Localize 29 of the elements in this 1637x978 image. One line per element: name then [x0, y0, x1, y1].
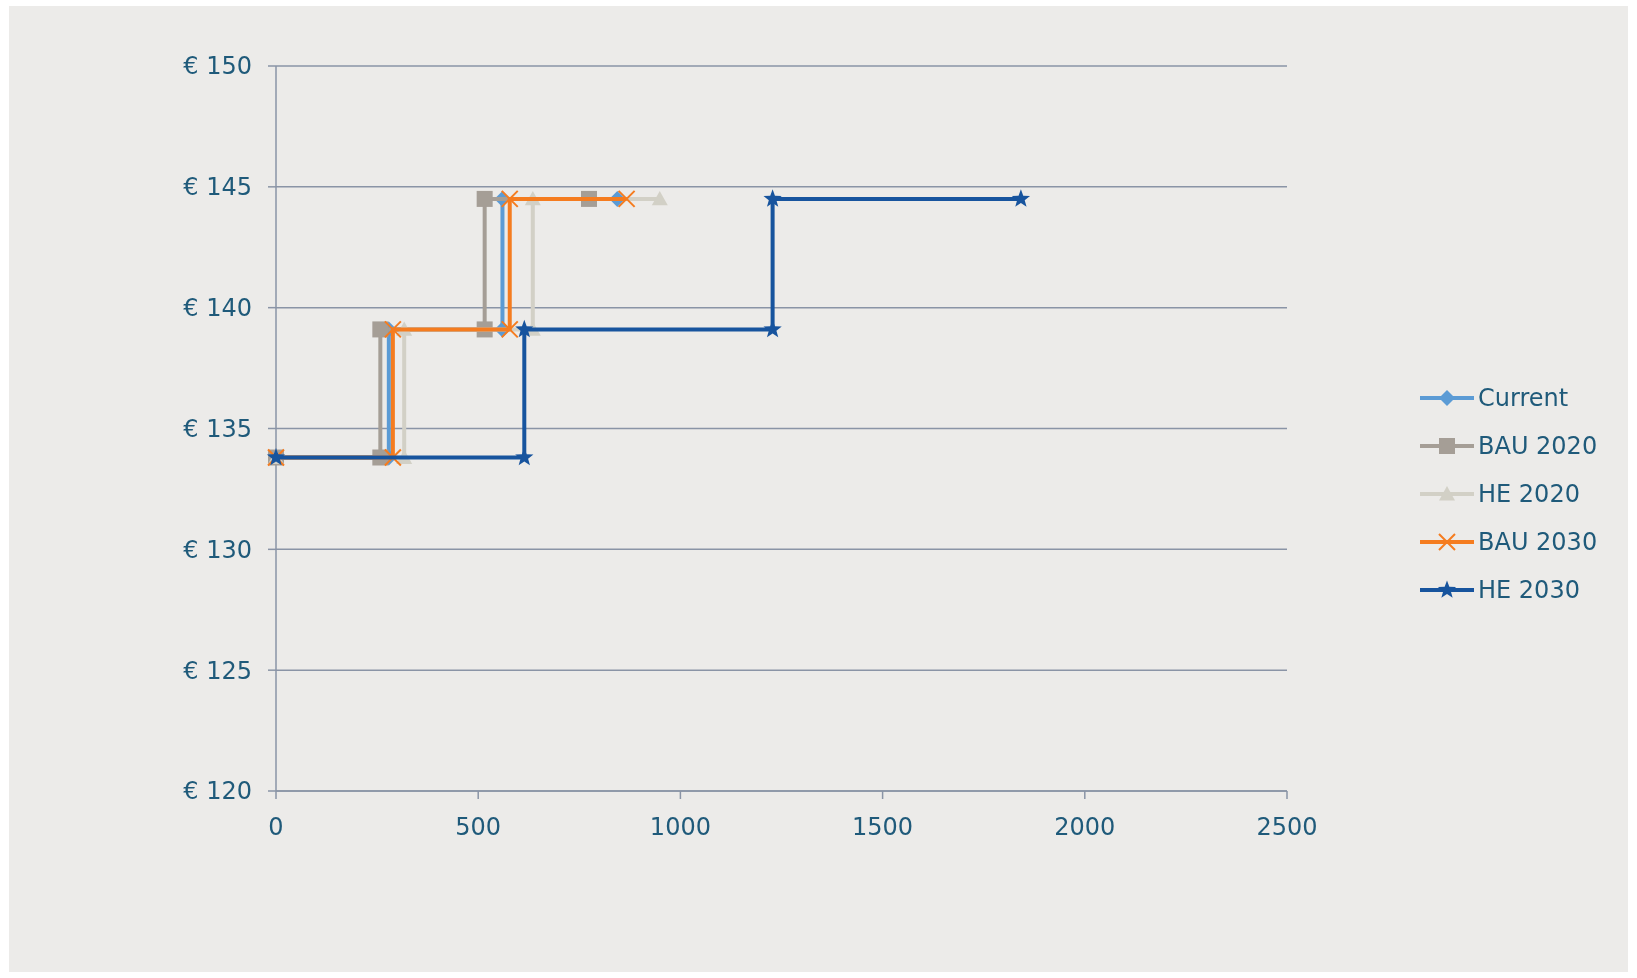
y-tick-label: € 140 — [183, 294, 252, 323]
point — [651, 190, 668, 206]
x-tick-label: 500 — [455, 813, 502, 841]
y-tick-label: € 150 — [183, 52, 252, 81]
x-tick-label: 2500 — [1256, 813, 1318, 841]
y-tick-label: € 120 — [183, 777, 252, 806]
y-tick-label: € 130 — [183, 535, 252, 564]
point — [500, 189, 519, 208]
x-tick-label: 1000 — [649, 813, 711, 841]
y-tick-label: € 145 — [183, 173, 252, 202]
legend-label: BAU 2020 — [1478, 432, 1598, 461]
y-tick-label: € 135 — [183, 414, 252, 443]
point — [1011, 189, 1031, 207]
x-tick-label: 2000 — [1054, 813, 1116, 841]
point — [617, 189, 636, 208]
point — [383, 320, 402, 339]
point — [476, 190, 493, 207]
point — [372, 321, 389, 338]
legend-label: HE 2020 — [1478, 480, 1580, 509]
point — [515, 319, 534, 338]
point — [500, 320, 519, 339]
point — [763, 189, 782, 207]
legend-label: HE 2030 — [1478, 576, 1580, 605]
point — [383, 448, 402, 467]
x-tick-label: 0 — [268, 813, 284, 841]
legend-label: BAU 2030 — [1478, 528, 1598, 557]
legend-label: Current — [1478, 384, 1569, 413]
x-tick-label: 1500 — [852, 813, 914, 841]
y-tick-label: € 125 — [183, 656, 252, 685]
